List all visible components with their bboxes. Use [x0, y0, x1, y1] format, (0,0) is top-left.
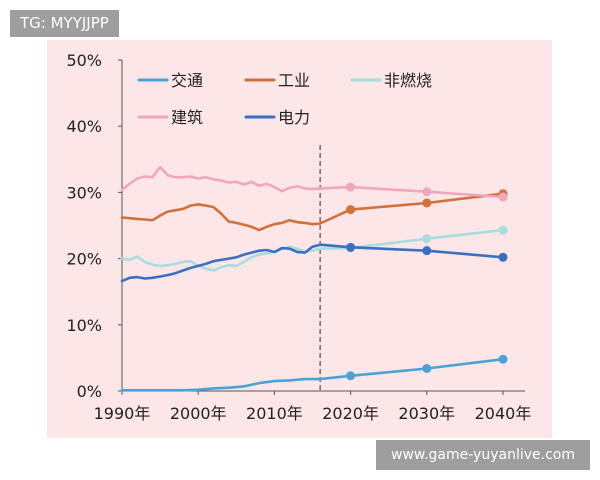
x-tick-label: 2020年: [322, 404, 379, 423]
series-marker-5: [498, 252, 508, 262]
series-line-1: [120, 357, 505, 392]
series-marker-3: [422, 234, 432, 244]
y-tick-label: 50%: [66, 51, 102, 70]
series-marker-1: [422, 363, 432, 373]
series-marker-1: [498, 354, 508, 364]
series-line-2: [120, 192, 505, 232]
series-marker-4: [498, 192, 508, 202]
legend-label-4: 建筑: [171, 108, 203, 127]
series-line-4: [120, 165, 505, 199]
series-marker-3: [498, 225, 508, 235]
series-markers: [346, 182, 508, 381]
y-tick-label: 30%: [66, 183, 102, 202]
series-marker-1: [346, 371, 356, 381]
chart-panel: [47, 40, 552, 438]
series-marker-5: [422, 246, 432, 256]
series-line-5: [120, 243, 505, 283]
y-tick-label: 10%: [66, 316, 102, 335]
legend-label-1: 交通: [171, 71, 203, 90]
x-tick-label: 2030年: [398, 404, 455, 423]
watermark-top: TG: MYYJJPP: [10, 10, 119, 37]
y-tick-label: 20%: [66, 250, 102, 269]
series-marker-5: [346, 242, 356, 252]
series-line-3: [120, 228, 505, 272]
x-tick-label: 2010年: [246, 404, 303, 423]
series-marker-4: [346, 182, 356, 192]
x-tick-label: 2040年: [475, 404, 532, 423]
legend-label-2: 工业: [278, 71, 310, 90]
line-chart: 0% 10% 20% 30% 40% 50% 1990年 2000年 2010年 2020年 20…: [66, 51, 532, 423]
y-tick-label: 0%: [77, 382, 102, 401]
x-tick-label: 1990年: [94, 404, 151, 423]
legend-label-5: 电力: [278, 108, 310, 127]
series-lines: [120, 165, 505, 392]
series-marker-2: [422, 198, 432, 208]
x-tick-label: 2000年: [170, 404, 227, 423]
x-tick-labels: 1990年 2000年 2010年 2020年 2030年 2040年: [94, 404, 532, 423]
series-marker-4: [422, 187, 432, 197]
series-marker-2: [346, 205, 356, 215]
watermark-bottom: www.game-yuyanlive.com: [376, 440, 590, 470]
legend-label-3: 非燃烧: [384, 71, 432, 90]
y-tick-labels: 0% 10% 20% 30% 40% 50%: [66, 51, 102, 401]
y-tick-label: 40%: [66, 117, 102, 136]
